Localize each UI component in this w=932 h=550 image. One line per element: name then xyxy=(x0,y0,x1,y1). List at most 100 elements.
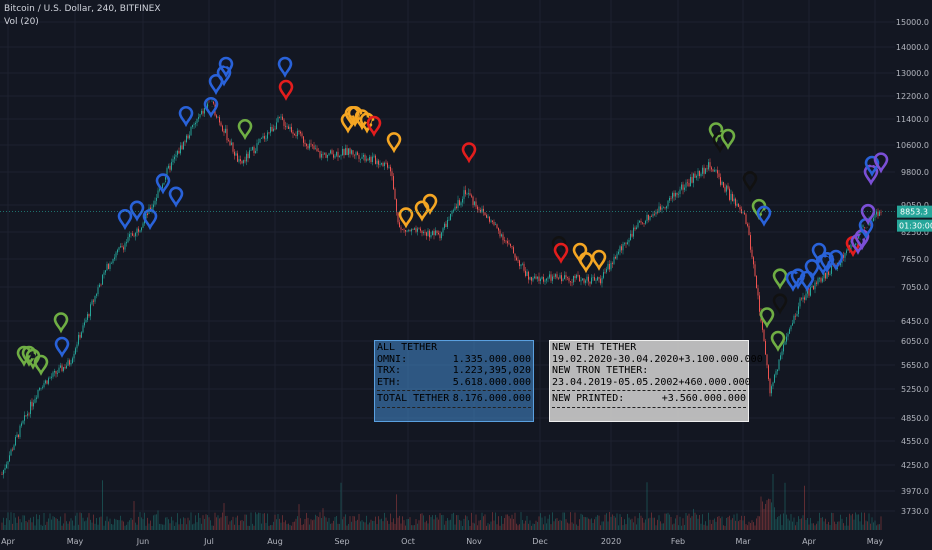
candle-body xyxy=(502,234,504,241)
candle-body xyxy=(715,170,717,171)
volume-bar xyxy=(21,522,22,530)
volume-bar xyxy=(730,519,732,530)
candle-body xyxy=(351,150,352,154)
volume-bar xyxy=(798,516,799,530)
candle-body xyxy=(61,365,63,371)
volume-bar xyxy=(186,524,187,530)
volume-bar xyxy=(735,520,736,530)
candle-body xyxy=(514,253,516,258)
volume-bar xyxy=(505,514,507,530)
time-tick-label: Nov xyxy=(466,537,482,546)
volume-bar xyxy=(115,519,117,530)
volume-bar xyxy=(790,514,792,530)
volume-bar xyxy=(651,512,652,530)
volume-bar xyxy=(481,512,483,530)
volume-bar xyxy=(823,521,825,530)
price-tick-label: 3970.0 xyxy=(901,487,929,496)
volume-bar xyxy=(736,513,738,530)
volume-bar xyxy=(541,517,543,530)
volume-bar xyxy=(342,519,343,530)
idea-marker-pin-icon xyxy=(422,193,438,215)
volume-bar xyxy=(33,516,34,530)
volume-bar xyxy=(565,519,567,530)
candle-body xyxy=(759,295,760,312)
all-tether-title: ALL TETHER xyxy=(377,342,438,353)
candle-body xyxy=(457,200,459,208)
idea-marker-pin-icon xyxy=(218,56,234,78)
volume-bar xyxy=(163,524,165,530)
new-eth-title: NEW ETH TETHER xyxy=(552,342,637,353)
candle-body xyxy=(99,284,100,288)
candle-body xyxy=(246,153,247,162)
volume-bar xyxy=(667,512,669,530)
candle-body xyxy=(78,334,79,345)
price-tick-label: 4550.0 xyxy=(901,437,929,446)
volume-bar xyxy=(613,515,615,530)
volume-bar xyxy=(454,524,456,530)
volume-bar xyxy=(699,515,700,530)
candle-body xyxy=(168,165,169,169)
volume-bar xyxy=(567,522,568,530)
volume-bar xyxy=(574,512,576,530)
volume-bar xyxy=(477,525,478,530)
volume-bar xyxy=(540,513,541,530)
volume-bar xyxy=(520,512,522,530)
candle-body xyxy=(613,256,615,264)
candle-body xyxy=(390,166,391,172)
volume-bar xyxy=(645,519,646,530)
divider xyxy=(377,406,531,408)
candle-body xyxy=(171,162,172,170)
candle-body xyxy=(475,201,477,207)
volume-bar xyxy=(255,512,256,530)
volume-bar xyxy=(204,518,205,530)
candle-body xyxy=(45,380,46,384)
candle-body xyxy=(193,124,195,125)
volume-bar xyxy=(448,520,450,530)
candle-body xyxy=(451,210,453,214)
volume-bar xyxy=(781,525,783,530)
candle-body xyxy=(127,236,129,243)
candle-body xyxy=(634,227,636,230)
volume-bar xyxy=(367,524,369,530)
volume-bar xyxy=(370,519,372,530)
candle-body xyxy=(448,219,450,221)
volume-bar xyxy=(75,515,76,530)
volume-bar xyxy=(517,525,519,530)
volume-bar xyxy=(48,518,49,530)
idea-marker-pin-icon xyxy=(414,200,430,222)
candle-body xyxy=(460,202,462,206)
volume-bar xyxy=(700,523,702,530)
candle-body xyxy=(366,159,367,161)
candle-body xyxy=(843,255,844,258)
volume-bar xyxy=(471,512,472,530)
candle-body xyxy=(51,376,52,378)
volume-bar xyxy=(237,515,238,530)
volume-bar xyxy=(804,485,805,530)
price-tick-label: 7650.0 xyxy=(901,255,929,264)
volume-bar xyxy=(150,520,151,530)
volume-bar xyxy=(160,523,162,530)
volume-bar xyxy=(400,523,402,530)
volume-bar xyxy=(672,524,673,530)
volume-bar xyxy=(156,514,157,530)
idea-marker-pin-icon xyxy=(772,293,788,315)
volume-bar xyxy=(402,516,403,530)
candle-body xyxy=(484,212,486,216)
volume-bar xyxy=(139,512,141,530)
volume-bar xyxy=(112,524,114,530)
volume-bar xyxy=(298,504,300,530)
volume-bar xyxy=(621,516,622,530)
volume-bar xyxy=(366,515,367,530)
candle-body xyxy=(379,164,381,165)
candle-body xyxy=(433,231,435,236)
volume-bar xyxy=(702,514,703,530)
volume-bar xyxy=(580,513,582,530)
time-tick-label: May xyxy=(867,537,884,546)
candle-body xyxy=(43,383,45,388)
candle-body xyxy=(403,229,405,231)
candle-body xyxy=(352,150,354,155)
time-tick-label: Feb xyxy=(671,537,685,546)
volume-bar xyxy=(811,523,813,530)
candle-body xyxy=(670,197,672,199)
